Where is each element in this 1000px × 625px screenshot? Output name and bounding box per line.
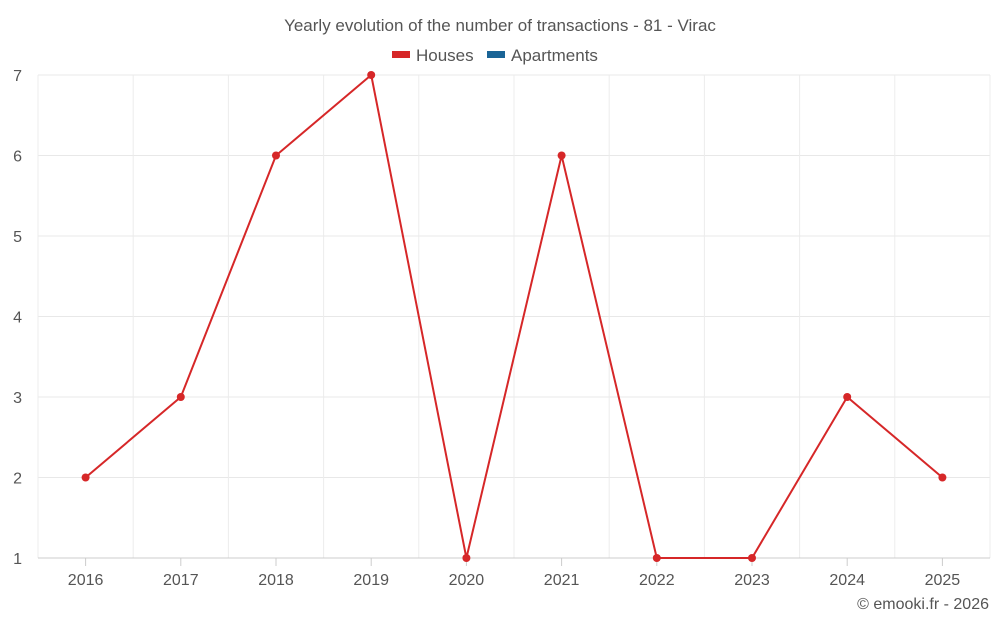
- x-tick-label: 2018: [258, 572, 294, 589]
- x-tick-label: 2019: [353, 572, 389, 589]
- y-tick-label: 6: [13, 149, 22, 166]
- y-tick-label: 4: [13, 310, 22, 327]
- data-point-houses[interactable]: [367, 71, 376, 79]
- legend: Houses Apartments: [392, 46, 598, 65]
- grid: [37, 74, 991, 559]
- data-point-houses[interactable]: [81, 473, 90, 482]
- y-tick-label: 7: [13, 68, 22, 85]
- data-point-houses[interactable]: [462, 554, 471, 562]
- data-point-houses[interactable]: [557, 151, 566, 160]
- data-point-houses[interactable]: [176, 393, 185, 401]
- x-tick-label: 2024: [829, 572, 865, 589]
- x-tick-label: 2016: [68, 572, 104, 589]
- x-tick-label: 2021: [544, 572, 580, 589]
- data-point-houses[interactable]: [652, 554, 661, 562]
- legend-swatch-apartments: [487, 51, 505, 58]
- data-point-houses[interactable]: [843, 393, 852, 401]
- series-line-houses: [84, 74, 944, 559]
- legend-item-apartments[interactable]: Apartments: [487, 46, 598, 65]
- legend-item-houses[interactable]: Houses: [392, 46, 474, 65]
- legend-swatch-houses: [392, 51, 410, 58]
- x-tick-label: 2023: [734, 572, 770, 589]
- legend-label-houses: Houses: [416, 46, 474, 65]
- x-tick-label: 2025: [925, 572, 961, 589]
- x-tick-label: 2017: [163, 572, 199, 589]
- y-tick-label: 1: [13, 551, 22, 568]
- legend-label-apartments: Apartments: [511, 46, 598, 65]
- x-axis: 2016 2017 2018 2019 2020 2021 2022 2023 2024 2025: [68, 558, 960, 589]
- data-point-houses[interactable]: [938, 473, 947, 482]
- y-tick-label: 3: [13, 390, 22, 407]
- x-tick-label: 2020: [449, 572, 485, 589]
- y-tick-label: 5: [13, 229, 22, 246]
- series-layer: [81, 71, 947, 562]
- y-tick-label: 2: [13, 471, 22, 488]
- chart-title: Yearly evolution of the number of transa…: [284, 16, 716, 35]
- x-tick-label: 2022: [639, 572, 675, 589]
- data-point-houses[interactable]: [272, 151, 280, 160]
- data-point-houses[interactable]: [748, 554, 756, 562]
- credit-text: © emooki.fr - 2026: [857, 596, 989, 613]
- y-axis: 1 2 3 4 5 6 7: [13, 68, 22, 568]
